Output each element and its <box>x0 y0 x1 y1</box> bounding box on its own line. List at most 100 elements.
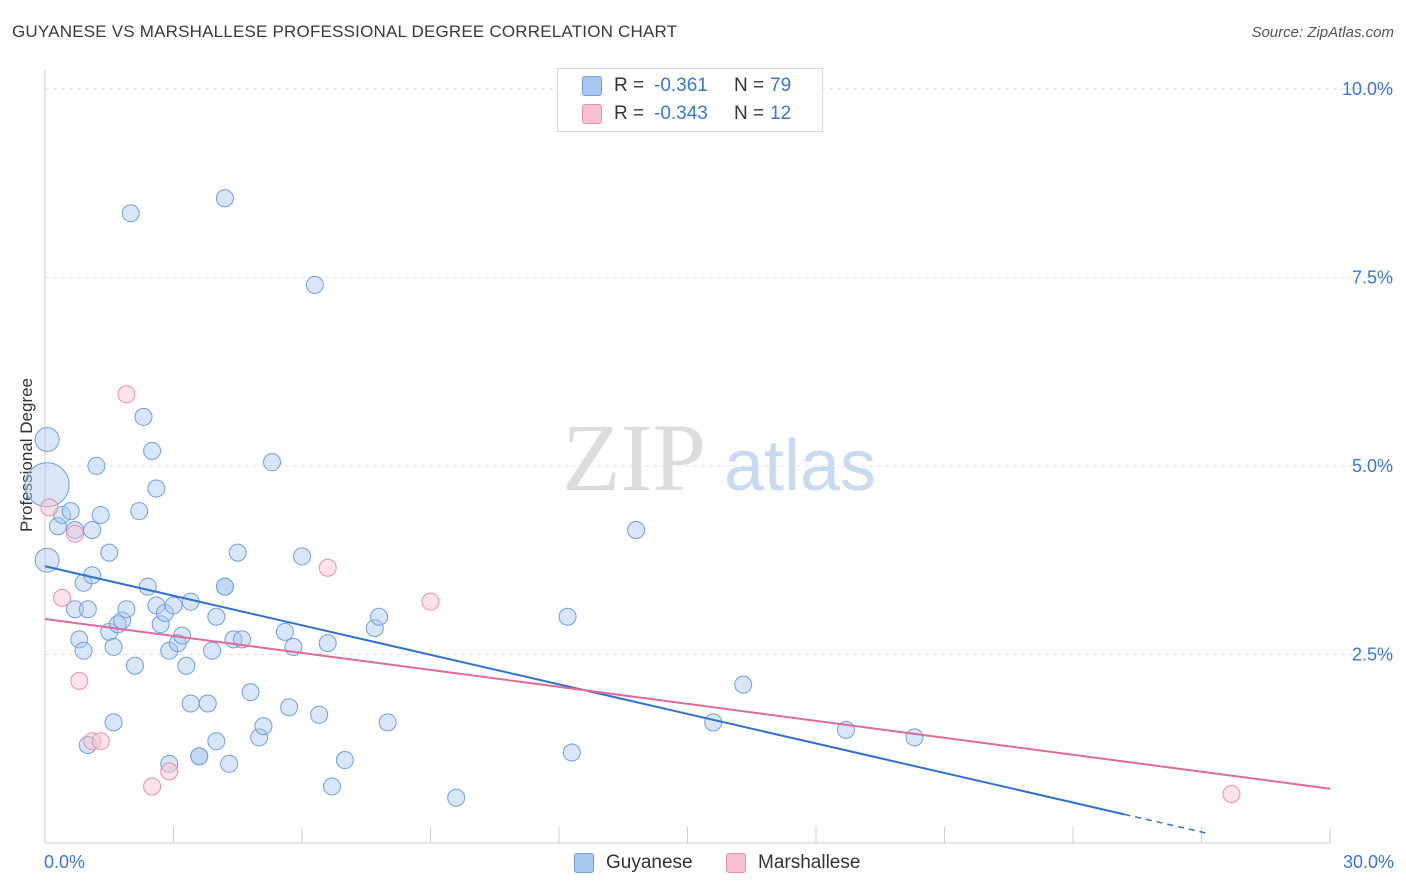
guyanese-point <box>378 713 397 732</box>
bottom-legend: Guyanese Marshallese <box>0 852 1406 876</box>
guyanese-point <box>151 615 170 634</box>
guyanese-point <box>562 743 581 762</box>
guyanese-point <box>627 521 646 540</box>
y-tick-label: 7.5% <box>1352 267 1393 287</box>
bottom-legend-label: Marshallese <box>758 852 861 873</box>
guyanese-point <box>34 547 60 573</box>
guyanese-point <box>558 607 577 626</box>
grid-lines <box>45 88 1395 655</box>
guyanese-point <box>305 275 324 294</box>
chart-title: GUYANESE VS MARSHALLESE PROFESSIONAL DEG… <box>12 22 678 41</box>
guyanese-point <box>78 600 97 619</box>
guyanese-point <box>335 751 354 770</box>
legend-r-value: -0.361 <box>654 75 708 96</box>
legend-n-value: 12 <box>770 103 792 124</box>
guyanese-point <box>74 641 93 660</box>
guyanese-point <box>280 698 299 717</box>
guyanese-point <box>138 577 157 596</box>
guyanese-point <box>293 547 311 566</box>
guyanese-point <box>215 189 234 208</box>
guyanese-point <box>370 607 389 626</box>
guyanese-point <box>241 683 260 702</box>
guyanese-point <box>365 619 384 638</box>
guyanese-point <box>24 462 70 508</box>
guyanese-point <box>734 675 753 694</box>
source-label: Source: ZipAtlas.com <box>1251 24 1394 41</box>
marshallese-trend-line <box>44 618 1331 790</box>
guyanese-point <box>310 705 329 724</box>
marshallese-point <box>318 558 337 577</box>
guyanese-point <box>318 634 337 653</box>
guyanese-point <box>100 543 119 562</box>
guyanese-point <box>34 427 60 453</box>
guyanese-point <box>447 788 466 807</box>
guyanese-point <box>181 694 200 713</box>
marshallese-point <box>117 385 136 404</box>
legend-r-value: -0.343 <box>654 103 708 124</box>
legend-n-label: N = <box>734 75 765 96</box>
guyanese-point <box>143 441 162 460</box>
watermark-atlas: atlas <box>724 426 876 506</box>
guyanese-point <box>130 502 149 521</box>
bottom-legend-label: Guyanese <box>606 852 693 873</box>
guyanese-point <box>125 656 144 675</box>
legend-row-marshallese: R = -0.343 N = 12 <box>582 101 791 127</box>
legend: R = -0.361 N = 79 R = -0.343 N = 12 <box>557 68 823 132</box>
guyanese-point <box>65 600 84 619</box>
axes <box>44 70 1331 844</box>
guyanese-trend-extension <box>1124 813 1211 835</box>
guyanese-point <box>121 204 140 223</box>
marshallese-point <box>160 762 179 781</box>
bottom-legend-guyanese: Guyanese <box>574 852 693 874</box>
guyanese-point <box>704 713 723 732</box>
guyanese-point <box>190 747 209 766</box>
guyanese-point <box>207 732 226 751</box>
guyanese-point <box>220 754 239 773</box>
legend-n-value: 79 <box>770 75 792 96</box>
trend-lines <box>44 565 1331 835</box>
guyanese-point <box>228 543 247 562</box>
guyanese-point <box>164 596 183 615</box>
guyanese-point <box>203 641 222 660</box>
guyanese-point <box>48 517 67 536</box>
x-tick-label-min: 0.0% <box>44 852 86 872</box>
y-tick-labels: 2.5% 5.0% 7.5% 10.0% <box>1342 79 1393 665</box>
marshallese-point <box>70 671 89 690</box>
guyanese-point <box>147 479 166 498</box>
marshallese-point <box>1222 784 1241 803</box>
guyanese-point <box>275 622 294 641</box>
legend-r-label: R = <box>614 75 645 96</box>
y-tick-label: 5.0% <box>1352 456 1393 476</box>
guyanese-point <box>61 502 80 521</box>
legend-r-label: R = <box>614 103 645 124</box>
bottom-legend-marshallese: Marshallese <box>726 852 860 874</box>
legend-n-label: N = <box>734 103 765 124</box>
guyanese-point <box>254 717 273 736</box>
guyanese-point <box>104 637 123 656</box>
guyanese-point <box>322 777 341 796</box>
bottom-legend-swatch-guyanese <box>574 853 594 873</box>
x-tick-label-max: 30.0% <box>1342 852 1394 872</box>
guyanese-point <box>177 656 196 675</box>
guyanese-point <box>160 754 179 773</box>
guyanese-point <box>905 728 924 747</box>
guyanese-point <box>215 577 234 596</box>
guyanese-point <box>70 630 89 649</box>
marshallese-point <box>91 732 110 751</box>
y-tick-label: 2.5% <box>1352 644 1393 664</box>
bottom-legend-swatch-marshallese <box>726 853 746 873</box>
marshallese-point <box>65 524 84 543</box>
guyanese-point <box>91 505 110 524</box>
guyanese-point <box>263 453 282 472</box>
legend-row-guyanese: R = -0.361 N = 79 <box>582 73 791 99</box>
marshallese-point <box>143 777 162 796</box>
data-points <box>24 189 1241 807</box>
y-tick-label: 10.0% <box>1342 79 1393 99</box>
watermark: ZIP atlas <box>562 404 876 511</box>
guyanese-point <box>207 607 226 626</box>
marshallese-point <box>53 588 72 607</box>
guyanese-point <box>250 728 269 747</box>
guyanese-point <box>134 407 153 426</box>
guyanese-point <box>87 456 106 475</box>
